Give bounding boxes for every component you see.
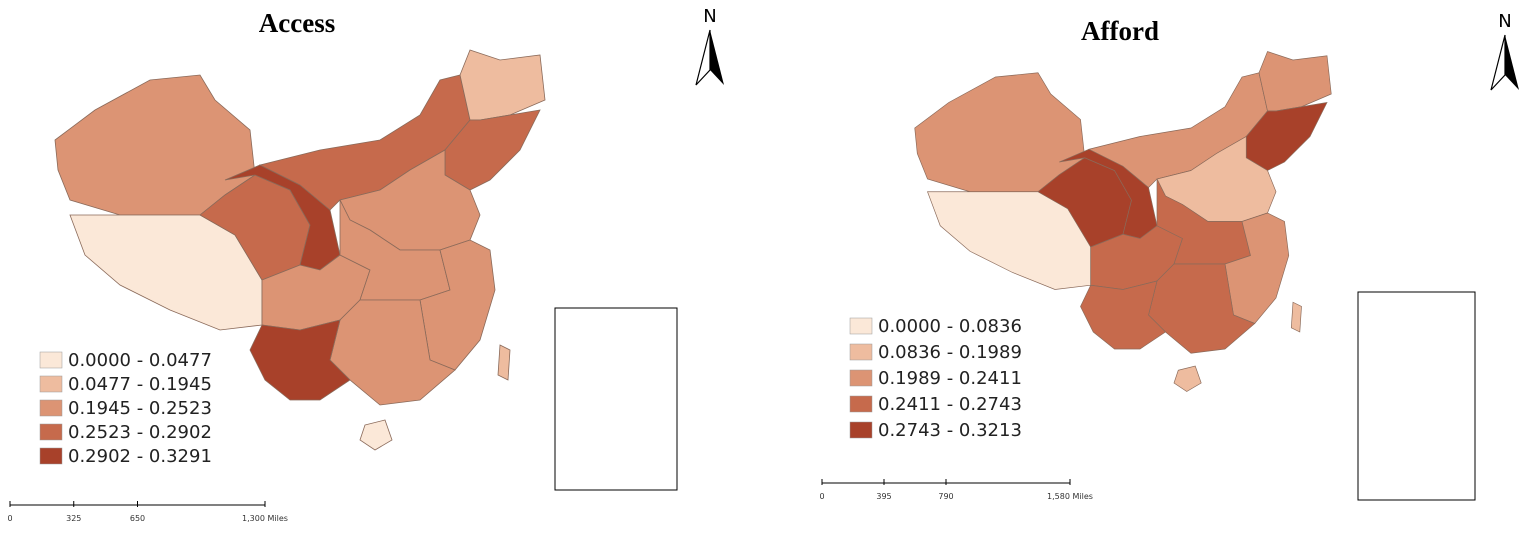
legend-label: 0.0477 - 0.1945 (68, 374, 212, 395)
inset-frame (554, 307, 678, 491)
province (54, 74, 256, 216)
scale-label: 0 (819, 492, 824, 501)
legend-swatch (39, 351, 63, 369)
province (419, 239, 496, 371)
legend-swatch (849, 369, 873, 387)
legend-label: 0.0836 - 0.1989 (878, 342, 1022, 363)
province (1173, 365, 1202, 392)
legend-label: 0.2411 - 0.2743 (878, 394, 1022, 415)
map-title: Afford (1081, 16, 1159, 46)
north-arrow (710, 30, 724, 85)
scale-label: 650 (130, 514, 145, 523)
scale-label: 325 (66, 514, 81, 523)
legend-label: 0.2523 - 0.2902 (68, 422, 212, 443)
inset-frame (1357, 291, 1476, 501)
legend-label: 0.0000 - 0.0836 (878, 316, 1022, 337)
legend-swatch (39, 375, 63, 393)
province-layer (54, 49, 546, 451)
province (1290, 301, 1302, 333)
legend-swatch (849, 343, 873, 361)
scale-label: 1,300 Miles (242, 514, 288, 523)
north-arrow (1490, 34, 1506, 91)
province (1080, 280, 1167, 350)
scale-label: 1,580 Miles (1047, 492, 1093, 501)
north-arrow (695, 29, 711, 86)
legend-label: 0.1945 - 0.2523 (68, 398, 212, 419)
province (1258, 51, 1332, 112)
province (914, 72, 1086, 193)
legend-swatch (849, 421, 873, 439)
province (359, 419, 393, 451)
legend-swatch (849, 317, 873, 335)
legend-swatch (39, 447, 63, 465)
legend-swatch (849, 395, 873, 413)
map: Access N 0.0000 - 0.0477 0.0477 - 0.1945 0.1… (7, 6, 724, 523)
legend-swatch (39, 423, 63, 441)
legend-label: 0.1989 - 0.2411 (878, 368, 1022, 389)
map-title: Access (259, 8, 335, 38)
province (459, 49, 546, 121)
province (249, 319, 351, 401)
map: Afford N 0.0000 - 0.0836 0.0836 - 0.1989 0.1… (819, 11, 1519, 501)
province (1224, 212, 1290, 324)
legend-label: 0.2902 - 0.3291 (68, 446, 212, 467)
province (497, 344, 511, 381)
north-label: N (1498, 11, 1511, 32)
province-layer (914, 51, 1332, 392)
scale-label: 0 (7, 514, 12, 523)
north-arrow (1505, 35, 1519, 90)
legend-swatch (39, 399, 63, 417)
legend-label: 0.0000 - 0.0477 (68, 350, 212, 371)
scale-label: 790 (938, 492, 953, 501)
scale-label: 395 (876, 492, 891, 501)
legend-label: 0.2743 - 0.3213 (878, 420, 1022, 441)
north-label: N (703, 6, 716, 27)
